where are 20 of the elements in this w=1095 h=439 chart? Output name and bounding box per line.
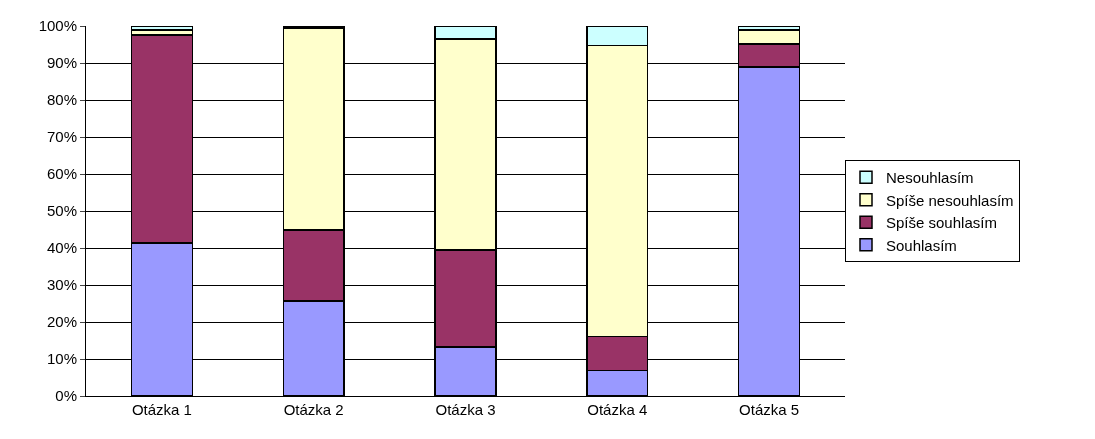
y-tick-label: 20% bbox=[46, 313, 77, 331]
y-tick-label: 70% bbox=[46, 128, 77, 146]
y-tick-label: 50% bbox=[46, 202, 77, 220]
legend-label: Spíše souhlasím bbox=[886, 214, 997, 232]
y-tick-label: 60% bbox=[46, 165, 77, 183]
legend-label: Nesouhlasím bbox=[886, 169, 974, 187]
legend-label: Spíše nesouhlasím bbox=[886, 191, 1014, 209]
x-tick-label: Otázka 4 bbox=[587, 401, 648, 418]
y-tick-label: 80% bbox=[46, 91, 77, 109]
y-tick-label: 0% bbox=[55, 387, 77, 405]
x-tick-label: Otázka 3 bbox=[435, 401, 496, 418]
y-tick-label: 30% bbox=[46, 276, 77, 294]
x-tick-label: Otázka 5 bbox=[739, 401, 800, 418]
x-tick-label: Otázka 1 bbox=[131, 401, 192, 418]
y-tick-label: 100% bbox=[38, 17, 77, 35]
y-tick-label: 10% bbox=[46, 350, 77, 368]
y-tick-label: 90% bbox=[46, 54, 77, 72]
y-tick-label: 40% bbox=[46, 239, 77, 257]
legend-label: Souhlasím bbox=[886, 236, 957, 254]
x-tick-label: Otázka 2 bbox=[283, 401, 344, 418]
